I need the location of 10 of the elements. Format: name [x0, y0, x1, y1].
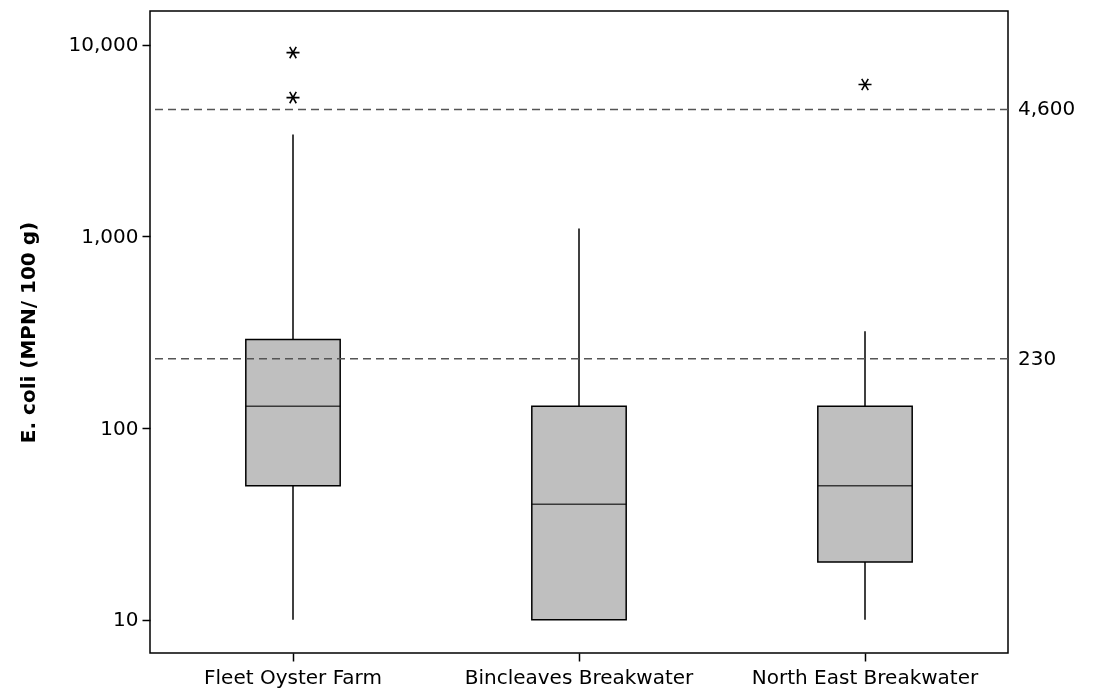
x-tick-label: North East Breakwater	[751, 664, 979, 689]
ref-line-label: 230	[1018, 345, 1057, 370]
ref-line-label: 4,600	[1018, 96, 1076, 121]
y-tick-label: 10,000	[68, 32, 139, 57]
x-tick-label: Fleet Oyster Farm	[204, 664, 382, 689]
y-tick-label: 10	[113, 607, 139, 632]
y-tick-label: 1,000	[81, 223, 139, 248]
y-axis-title: E. coli (MPN/ 100 g)	[15, 221, 40, 444]
y-tick-label: 100	[100, 415, 139, 440]
x-tick-label: Bincleaves Breakwater	[464, 664, 695, 689]
